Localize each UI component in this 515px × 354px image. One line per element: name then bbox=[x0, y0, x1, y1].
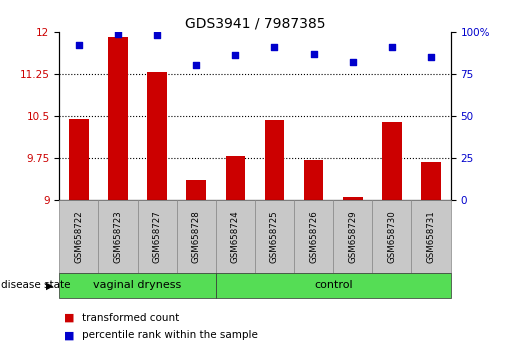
Point bbox=[310, 51, 318, 57]
Point bbox=[114, 31, 122, 36]
Text: ▶: ▶ bbox=[46, 280, 54, 290]
Text: transformed count: transformed count bbox=[82, 313, 180, 322]
Bar bbox=[265, 120, 284, 200]
Point bbox=[231, 53, 239, 58]
Text: ■: ■ bbox=[64, 313, 75, 322]
Point bbox=[75, 42, 83, 48]
Title: GDS3941 / 7987385: GDS3941 / 7987385 bbox=[185, 17, 325, 31]
Text: GSM658724: GSM658724 bbox=[231, 210, 240, 263]
Text: GSM658722: GSM658722 bbox=[74, 210, 83, 263]
Point bbox=[427, 54, 435, 60]
Bar bbox=[147, 72, 167, 200]
Text: control: control bbox=[314, 280, 352, 290]
Bar bbox=[304, 160, 323, 200]
Text: disease state: disease state bbox=[1, 280, 70, 290]
Text: GSM658725: GSM658725 bbox=[270, 210, 279, 263]
Text: GSM658728: GSM658728 bbox=[192, 210, 201, 263]
Bar bbox=[108, 38, 128, 200]
Point bbox=[270, 44, 279, 50]
Point bbox=[192, 63, 200, 68]
Bar bbox=[382, 121, 402, 200]
Bar bbox=[226, 156, 245, 200]
Text: vaginal dryness: vaginal dryness bbox=[93, 280, 182, 290]
Bar bbox=[186, 181, 206, 200]
Text: GSM658729: GSM658729 bbox=[348, 210, 357, 263]
Point bbox=[153, 33, 161, 38]
Text: GSM658731: GSM658731 bbox=[426, 210, 436, 263]
Point bbox=[349, 59, 357, 65]
Bar bbox=[343, 197, 363, 200]
Text: percentile rank within the sample: percentile rank within the sample bbox=[82, 330, 259, 340]
Bar bbox=[421, 162, 441, 200]
Text: GSM658726: GSM658726 bbox=[309, 210, 318, 263]
Text: GSM658730: GSM658730 bbox=[387, 210, 397, 263]
Text: GSM658727: GSM658727 bbox=[152, 210, 162, 263]
Text: GSM658723: GSM658723 bbox=[113, 210, 123, 263]
Point bbox=[388, 44, 396, 50]
Bar bbox=[69, 119, 89, 200]
Text: ■: ■ bbox=[64, 330, 75, 340]
